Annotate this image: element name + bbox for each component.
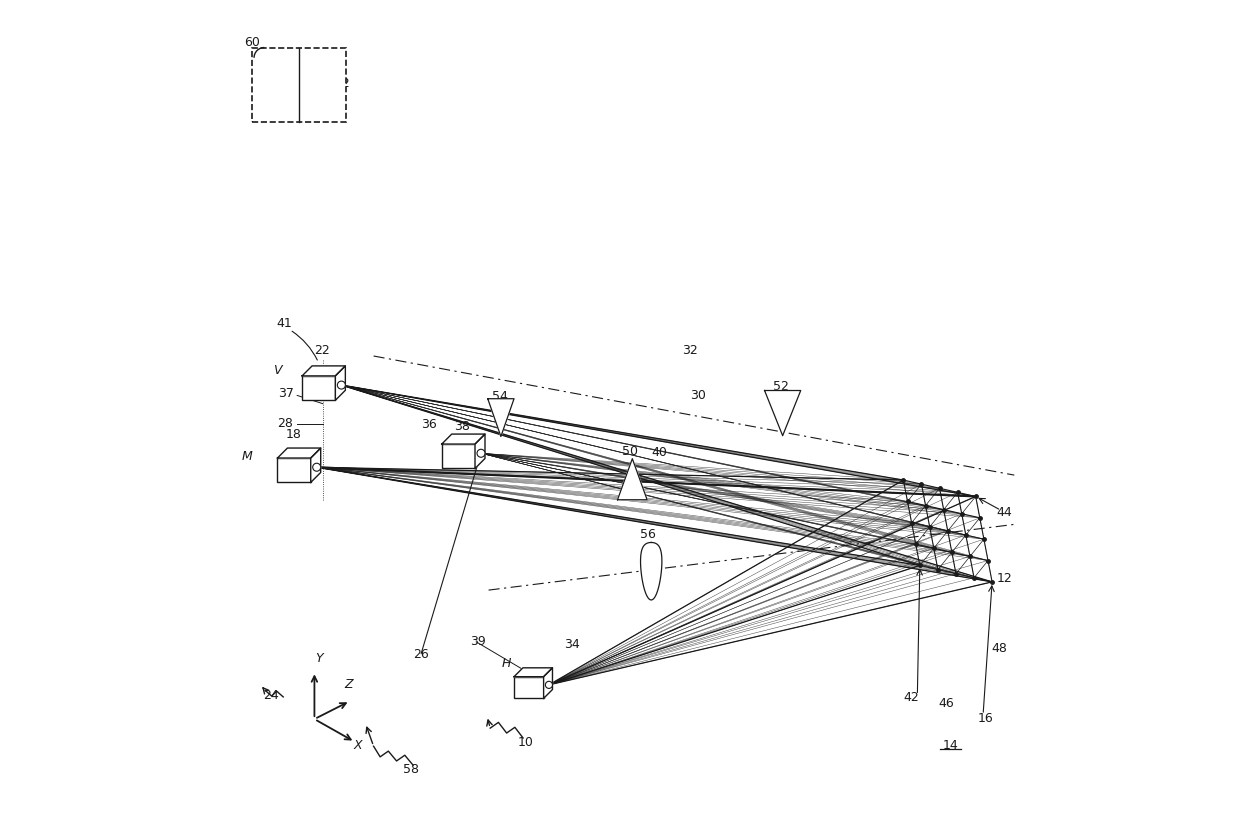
Text: 26: 26 xyxy=(413,648,429,662)
Text: 22: 22 xyxy=(315,344,330,357)
Polygon shape xyxy=(618,459,647,500)
Polygon shape xyxy=(515,668,553,676)
Bar xyxy=(278,458,311,482)
Text: H: H xyxy=(502,657,511,670)
Text: 12: 12 xyxy=(996,572,1012,585)
Circle shape xyxy=(337,381,346,389)
Text: 58: 58 xyxy=(403,763,419,777)
Polygon shape xyxy=(641,543,662,600)
Text: 39: 39 xyxy=(470,635,486,648)
Circle shape xyxy=(312,463,321,471)
Text: 54: 54 xyxy=(492,390,507,404)
Text: 14: 14 xyxy=(942,739,959,752)
Text: M: M xyxy=(242,451,253,463)
Text: V: V xyxy=(273,364,281,377)
Polygon shape xyxy=(441,434,485,444)
Circle shape xyxy=(546,681,553,688)
Text: 30: 30 xyxy=(689,389,706,402)
Polygon shape xyxy=(487,399,515,437)
Text: 60: 60 xyxy=(244,36,260,50)
Text: 16: 16 xyxy=(977,711,993,724)
Polygon shape xyxy=(278,448,321,458)
Text: 20: 20 xyxy=(515,690,531,702)
Polygon shape xyxy=(335,366,346,400)
Text: 24: 24 xyxy=(263,690,279,702)
Circle shape xyxy=(477,449,485,457)
Bar xyxy=(252,48,346,122)
Bar xyxy=(303,376,335,400)
Text: 46: 46 xyxy=(937,697,954,710)
Bar xyxy=(441,444,475,468)
Text: Z: Z xyxy=(345,678,353,691)
Polygon shape xyxy=(475,434,485,468)
Text: 41: 41 xyxy=(277,318,293,330)
Text: 50: 50 xyxy=(621,445,637,457)
Polygon shape xyxy=(311,448,321,482)
Text: 48: 48 xyxy=(991,642,1007,655)
Text: 36: 36 xyxy=(422,418,436,432)
Text: 62: 62 xyxy=(334,77,350,89)
Polygon shape xyxy=(765,390,801,436)
Polygon shape xyxy=(543,668,553,698)
Text: 28: 28 xyxy=(277,418,293,431)
Text: 10: 10 xyxy=(517,736,533,749)
Text: 42: 42 xyxy=(904,691,919,704)
Text: 52: 52 xyxy=(773,380,789,394)
Text: 44: 44 xyxy=(996,506,1012,519)
Text: 18: 18 xyxy=(285,428,301,441)
Text: Y: Y xyxy=(315,652,324,665)
Text: 34: 34 xyxy=(564,638,580,652)
Bar xyxy=(515,676,543,698)
Text: 38: 38 xyxy=(454,420,470,433)
Text: 32: 32 xyxy=(682,344,697,357)
Text: X: X xyxy=(353,739,362,752)
Polygon shape xyxy=(303,366,346,376)
Text: 56: 56 xyxy=(640,528,656,542)
Text: 37: 37 xyxy=(278,387,294,400)
Text: 40: 40 xyxy=(651,447,667,459)
